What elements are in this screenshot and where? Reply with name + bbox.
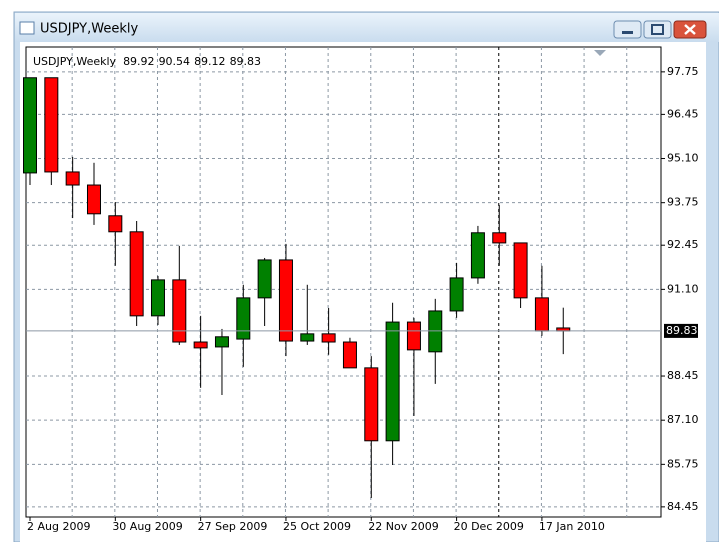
minimize-icon: [622, 31, 633, 34]
x-tick-label: 17 Jan 2010: [539, 520, 605, 533]
candle-body: [406, 321, 421, 351]
maximize-icon: [651, 24, 664, 35]
x-tick-label: 22 Nov 2009: [368, 520, 438, 533]
info-high: 90.54: [159, 55, 191, 68]
y-tick-label: 92.45: [667, 238, 699, 251]
candle-body: [150, 279, 165, 317]
info-low: 89.12: [194, 55, 226, 68]
shift-marker: [594, 50, 606, 56]
candle-body: [65, 171, 80, 186]
candle-body: [44, 77, 59, 173]
candles: [23, 77, 661, 499]
y-tick-label: 97.75: [667, 65, 699, 78]
y-tick-label: 88.45: [667, 369, 699, 382]
x-tick-label: 20 Dec 2009: [454, 520, 524, 533]
window-icon: [19, 21, 35, 35]
candle-body: [193, 341, 208, 349]
candle-body: [449, 277, 464, 312]
info-symbol: USDJPY,Weekly: [33, 55, 117, 68]
candle-body: [236, 297, 251, 340]
candle-body: [470, 232, 485, 279]
candle-body: [257, 259, 272, 299]
price-label-box: [664, 323, 698, 338]
window-title: USDJPY,Weekly: [40, 22, 138, 37]
y-tick-label: 96.45: [667, 107, 699, 120]
y-tick-label: 91.10: [667, 282, 699, 295]
candle-body: [214, 336, 229, 348]
y-tick-label: 95.10: [667, 152, 699, 165]
candle-body: [321, 333, 336, 343]
x-tick-label: 2 Aug 2009: [27, 520, 90, 533]
candle-body: [342, 341, 357, 369]
plot-border: [25, 46, 662, 518]
title-bar: [15, 13, 719, 42]
x-tick-label: 27 Sep 2009: [198, 520, 268, 533]
info-open: 89.92: [123, 55, 155, 68]
x-tick-label: 25 Oct 2009: [283, 520, 351, 533]
candle-body: [300, 333, 315, 342]
maximize-button[interactable]: [643, 20, 672, 39]
y-tick-label: 84.45: [667, 500, 699, 513]
candle-body: [492, 232, 507, 244]
info-close: 89.83: [230, 55, 262, 68]
chart-area: [20, 42, 706, 542]
candle-body: [86, 184, 101, 215]
candle-body: [534, 297, 549, 332]
candle-body: [172, 279, 187, 343]
candle-body: [108, 215, 123, 233]
candle-body: [385, 321, 400, 442]
close-icon: [684, 24, 696, 35]
candle-body: [513, 242, 528, 299]
y-tick-label: 93.75: [667, 196, 699, 209]
candle-body: [278, 259, 293, 342]
price-label: 89.83: [666, 324, 698, 337]
candle-body: [364, 367, 379, 442]
minimize-button[interactable]: [613, 20, 642, 39]
y-tick-label: 87.10: [667, 413, 699, 426]
x-tick-label: 30 Aug 2009: [112, 520, 182, 533]
candle-body: [129, 231, 144, 317]
y-tick-label: 85.75: [667, 457, 699, 470]
candle-body: [23, 77, 37, 174]
